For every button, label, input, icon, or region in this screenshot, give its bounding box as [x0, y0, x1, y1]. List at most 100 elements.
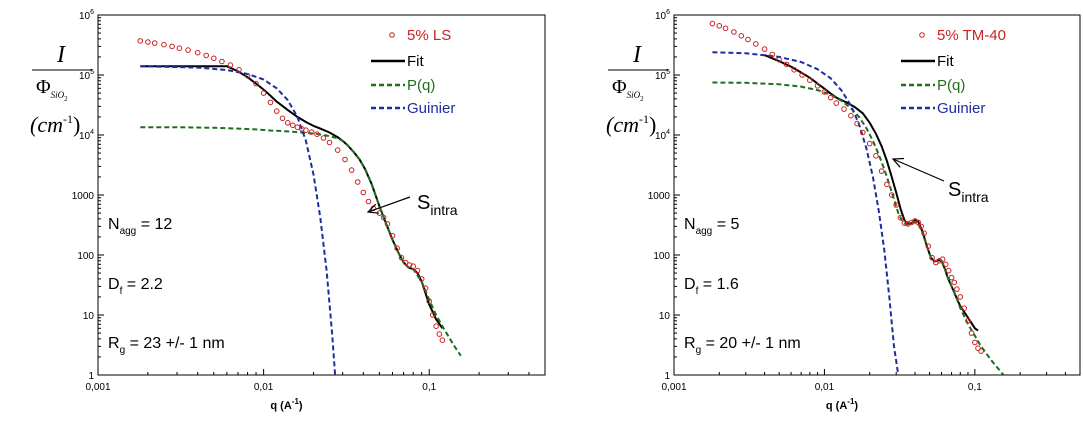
- data-point: [975, 345, 981, 352]
- annotation-sintra: Sintra: [417, 192, 458, 218]
- y-axis-title-unit: (cm-1): [30, 112, 80, 137]
- data-point: [776, 56, 782, 63]
- data-point: [814, 83, 821, 89]
- series-line: [712, 51, 900, 375]
- annotation-rg-main: R: [684, 335, 696, 352]
- y-tick-exp: 5: [90, 69, 94, 76]
- y-tick-label: 106: [79, 9, 94, 22]
- annotation-rg-sub: g: [696, 345, 702, 356]
- data-point: [439, 337, 446, 344]
- x-axis-title-main: q (A: [826, 400, 847, 412]
- series-5-tm-40: [709, 20, 984, 354]
- data-point: [841, 106, 847, 112]
- data-point: [334, 147, 341, 153]
- data-point: [761, 46, 768, 52]
- y-tick-exp: 4: [90, 129, 94, 136]
- data-point: [866, 140, 873, 147]
- data-point: [753, 41, 759, 47]
- y-axis-title-unit-sup: -1: [63, 112, 73, 126]
- data-point: [978, 348, 984, 354]
- data-point: [348, 167, 355, 173]
- data-point: [722, 25, 729, 32]
- series-line: [140, 126, 462, 357]
- series-line: [140, 65, 337, 375]
- data-point: [273, 108, 280, 114]
- annotation-rg-sub: g: [120, 345, 126, 356]
- data-point: [389, 232, 396, 239]
- y-axis-title-unit-close: ): [73, 112, 80, 137]
- y-axis-title-denominator: ΦSiO2: [36, 76, 68, 103]
- data-point: [968, 330, 975, 336]
- y-tick-base: 1: [88, 371, 94, 382]
- y-axis-title-unit-sup: -1: [639, 112, 649, 126]
- annotation-nagg-main: N: [108, 216, 120, 233]
- data-point: [821, 89, 828, 95]
- data-point: [860, 129, 866, 136]
- y-tick-base: 10: [659, 311, 671, 322]
- data-point: [745, 36, 751, 43]
- y-tick-label: 1: [664, 371, 670, 382]
- series-line: [764, 54, 979, 332]
- annotation-sintra: Sintra: [948, 179, 989, 205]
- data-point: [954, 286, 960, 292]
- legend-label: P(q): [407, 77, 435, 94]
- annotation-nagg-sub: agg: [120, 226, 137, 237]
- data-point: [961, 305, 968, 312]
- data-point: [436, 331, 443, 337]
- data-point: [290, 122, 296, 129]
- legend-label: Guinier: [937, 100, 985, 117]
- series-p-q-: [140, 126, 462, 357]
- y-axis-title-numerator: I: [632, 42, 642, 68]
- annotation-sintra-sub: intra: [430, 202, 457, 218]
- arrow-head: [891, 157, 905, 168]
- data-point: [948, 274, 955, 281]
- data-point: [827, 94, 834, 101]
- annotation-df: Df = 1.6: [684, 276, 739, 297]
- y-axis-title-unit-close: ): [649, 112, 656, 137]
- data-point: [422, 285, 429, 292]
- x-tick-label: 0,01: [254, 382, 274, 393]
- x-axis-title: q (A-1): [826, 397, 859, 412]
- arrow-shaft: [892, 158, 945, 182]
- data-point: [945, 267, 952, 274]
- y-axis-title-unit-main: (cm: [606, 112, 639, 137]
- series-p-q-: [712, 81, 1005, 375]
- y-tick-exp: 6: [666, 9, 670, 16]
- data-point: [394, 245, 400, 251]
- y-axis-title-sub: SiO: [627, 90, 641, 100]
- data-point: [957, 294, 964, 300]
- data-point: [151, 40, 158, 46]
- y-tick-base: 10: [655, 71, 667, 82]
- data-point: [426, 298, 433, 305]
- data-point: [211, 55, 217, 62]
- annotation-rg: Rg = 20 +/- 1 nm: [684, 335, 801, 356]
- y-axis-title-sub2: 2: [640, 95, 644, 103]
- y-tick-exp: 6: [90, 9, 94, 16]
- data-point: [227, 62, 234, 68]
- data-point: [791, 67, 798, 73]
- y-tick-base: 100: [77, 251, 94, 262]
- data-point: [414, 267, 421, 274]
- data-point: [921, 230, 927, 237]
- legend-label: Guinier: [407, 100, 455, 117]
- annotation-nagg-main: N: [684, 216, 696, 233]
- data-point: [799, 72, 805, 78]
- y-axis-title-sub: SiO: [51, 90, 65, 100]
- data-point: [848, 112, 854, 119]
- y-tick-label: 106: [655, 9, 670, 22]
- data-point: [285, 120, 291, 126]
- y-tick-base: 10: [655, 131, 667, 142]
- data-point: [878, 168, 885, 174]
- data-point: [893, 202, 900, 208]
- arrow-head: [366, 203, 380, 214]
- x-axis-title: q (A-1): [270, 397, 303, 412]
- annotation-nagg: Nagg = 5: [684, 216, 739, 237]
- data-point: [833, 100, 840, 106]
- data-point: [912, 218, 918, 224]
- data-point: [738, 33, 745, 39]
- data-point: [236, 67, 242, 73]
- annotation-df-rest: = 2.2: [122, 276, 163, 293]
- x-axis-title-close: ): [854, 400, 858, 412]
- data-point: [709, 20, 716, 27]
